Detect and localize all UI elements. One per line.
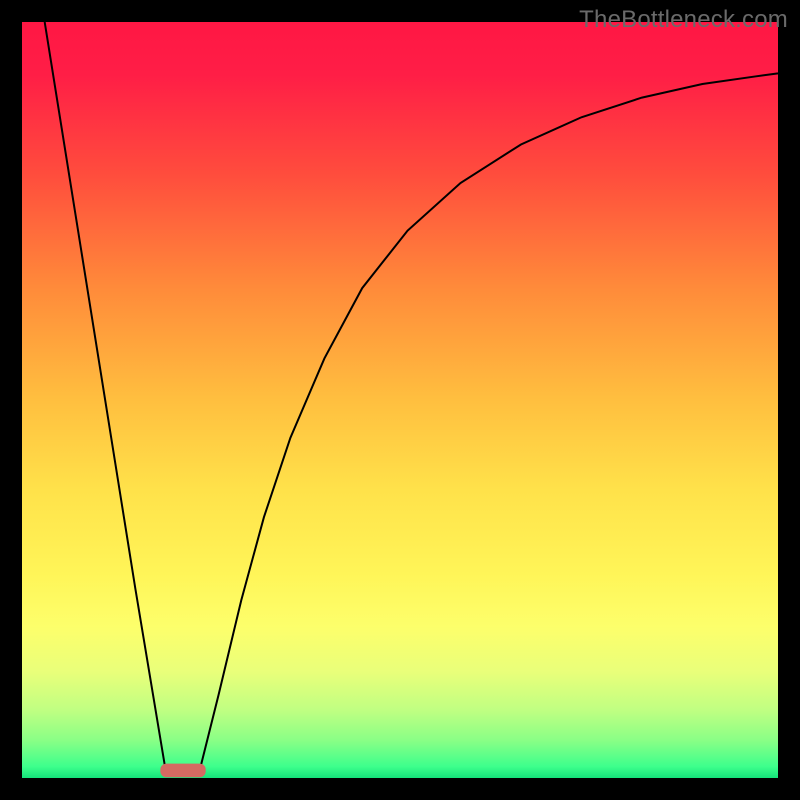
plot-background	[22, 22, 778, 778]
chart-svg	[0, 0, 800, 800]
optimum-marker	[160, 764, 205, 778]
watermark-text: TheBottleneck.com	[579, 6, 788, 34]
bottleneck-chart: TheBottleneck.com	[0, 0, 800, 800]
